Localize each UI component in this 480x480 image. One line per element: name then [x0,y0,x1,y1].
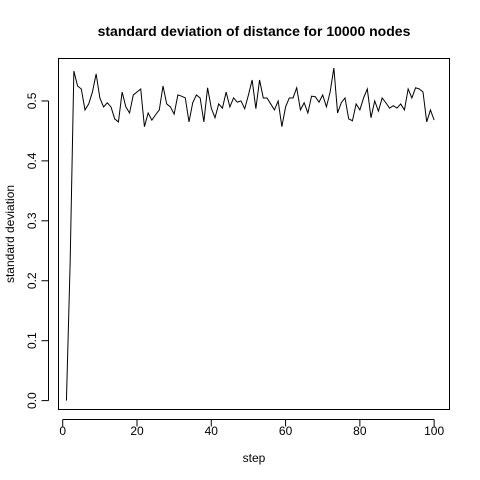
series-group [65,67,435,401]
y-axis: 0.0 0.1 0.2 0.3 0.4 0.5 [25,92,49,409]
y-tick-label: 0.5 [25,92,39,109]
x-tick-label: 100 [424,424,444,438]
x-tick-label: 60 [279,424,293,438]
x-axis-label: step [243,451,266,465]
series-line [65,67,435,401]
x-tick-label: 20 [130,424,144,438]
x-axis: 0 20 40 60 80 100 [59,419,444,438]
x-tick-label: 80 [353,424,367,438]
x-tick-label: 40 [205,424,219,438]
y-tick-label: 0.0 [25,392,39,409]
y-tick-label: 0.4 [25,152,39,169]
chart-title: standard deviation of distance for 10000… [98,23,411,39]
y-axis-label: standard deviation [3,185,17,283]
plot-frame [58,58,450,410]
y-tick-label: 0.1 [25,332,39,349]
y-tick-label: 0.2 [25,272,39,289]
y-tick-label: 0.3 [25,212,39,229]
x-tick-label: 0 [59,424,66,438]
